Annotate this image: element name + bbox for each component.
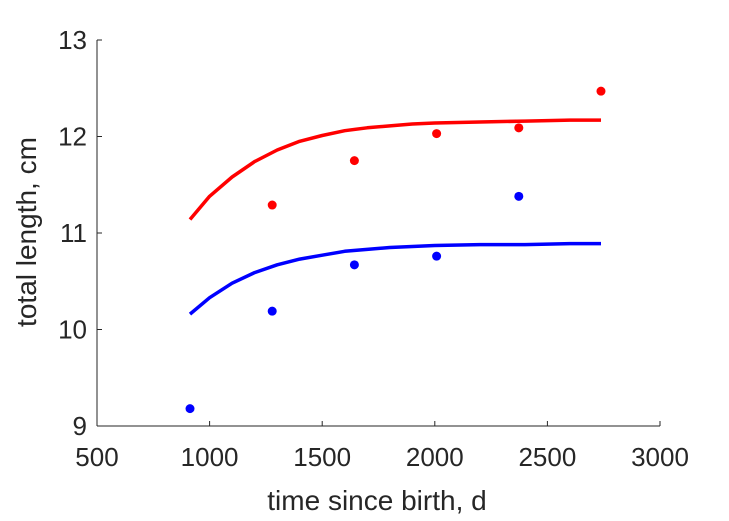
red-data-point [514, 123, 524, 133]
red-data-point [267, 200, 277, 210]
red-data-point [432, 129, 442, 139]
blue-data-point [267, 306, 277, 316]
x-axis-label: time since birth, d [267, 485, 486, 516]
y-tick-label: 9 [73, 411, 87, 441]
x-tick-label: 1500 [293, 442, 351, 472]
x-tick-label: 500 [75, 442, 118, 472]
y-tick-label: 10 [58, 315, 87, 345]
y-tick-label: 12 [58, 122, 87, 152]
x-tick-label: 3000 [631, 442, 689, 472]
series-layer [185, 86, 606, 414]
blue-data-point [349, 260, 359, 270]
x-tick-label: 2000 [406, 442, 464, 472]
blue-data-point [185, 404, 195, 414]
red-data-point [596, 86, 606, 96]
blue-data-point [514, 191, 524, 201]
y-tick-label: 11 [60, 218, 87, 248]
y-tick-label: 13 [58, 25, 87, 55]
red-fit-line [188, 118, 601, 221]
x-tick-label: 1000 [181, 442, 239, 472]
blue-data-point [432, 251, 442, 261]
blue-fit-line [188, 241, 601, 316]
x-tick-label: 2500 [518, 442, 576, 472]
y-axis-label: total length, cm [11, 137, 42, 327]
axes: 500 1000 1500 2000 2500 3000 9 10 11 12 13 [58, 25, 689, 472]
red-data-point [349, 156, 359, 166]
